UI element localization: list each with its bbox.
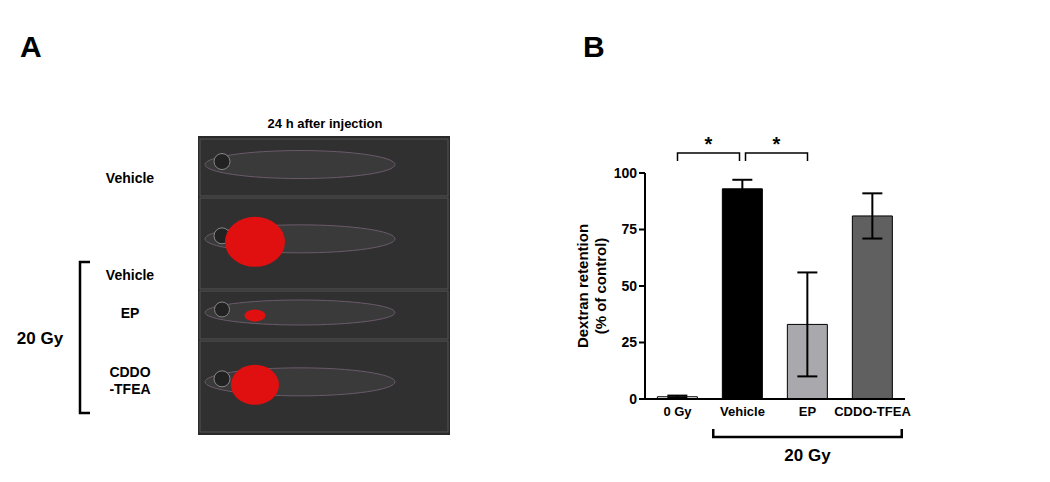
- svg-text:Dextran retention(% of control: Dextran retention(% of control): [574, 224, 609, 348]
- svg-text:Vehicle: Vehicle: [106, 267, 154, 283]
- svg-text:20 Gy: 20 Gy: [784, 446, 831, 465]
- svg-text:0 Gy: 0 Gy: [663, 404, 692, 419]
- svg-text:100: 100: [614, 165, 638, 181]
- svg-text:EP: EP: [121, 305, 140, 321]
- svg-text:75: 75: [621, 221, 637, 237]
- svg-text:EP: EP: [799, 404, 817, 419]
- svg-text:24 h after injection: 24 h after injection: [268, 116, 383, 131]
- svg-text:B: B: [583, 30, 605, 63]
- svg-text:Vehicle: Vehicle: [106, 170, 154, 186]
- svg-text:0: 0: [629, 391, 637, 407]
- svg-text:A: A: [20, 30, 42, 63]
- svg-text:*: *: [705, 133, 713, 155]
- svg-text:50: 50: [621, 278, 637, 294]
- svg-text:CDDO-TFEA: CDDO-TFEA: [109, 364, 150, 397]
- svg-text:20 Gy: 20 Gy: [17, 329, 64, 348]
- svg-text:Vehicle: Vehicle: [720, 404, 765, 419]
- svg-text:25: 25: [621, 334, 637, 350]
- svg-text:CDDO-TFEA: CDDO-TFEA: [834, 404, 911, 419]
- svg-text:*: *: [773, 133, 781, 155]
